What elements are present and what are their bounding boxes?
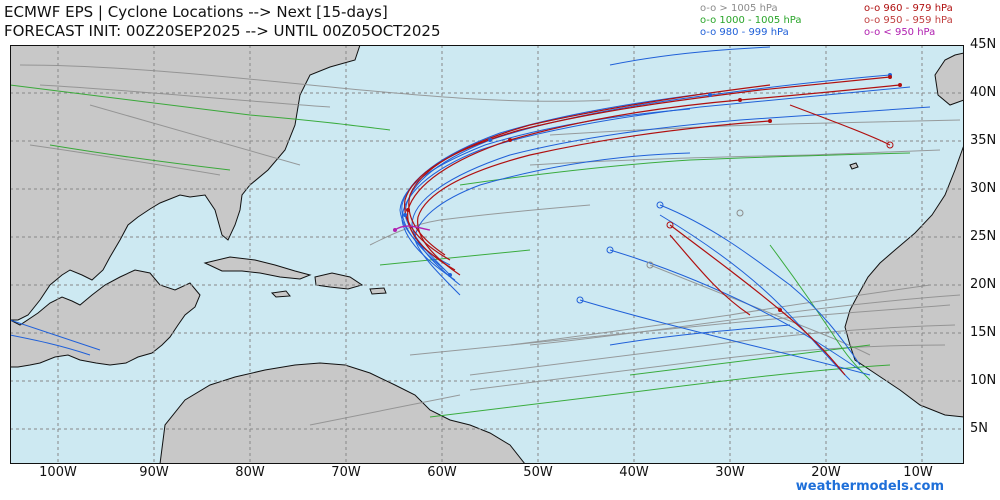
land-puerto-rico (369, 287, 387, 295)
lon-label-100w: 100W (39, 465, 77, 480)
legend-item-lt-950: o-o < 950 hPa (864, 27, 936, 38)
lon-label-60w: 60W (427, 465, 457, 480)
map-subtitle: FORECAST INIT: 00Z20SEP2025 --> UNTIL 00… (4, 22, 441, 40)
lat-label-40n: 40N (970, 85, 997, 100)
land-iberia (934, 45, 964, 106)
legend-item-960-979: o-o 960 - 979 hPa (864, 3, 953, 14)
lon-label-30w: 30W (715, 465, 745, 480)
lon-label-90w: 90W (139, 465, 169, 480)
map-frame (10, 45, 964, 464)
lat-label-35n: 35N (970, 133, 997, 148)
lat-label-10n: 10N (970, 373, 997, 388)
lat-label-20n: 20N (970, 277, 997, 292)
credit-link[interactable]: weathermodels.com (795, 479, 944, 494)
lon-label-80w: 80W (235, 465, 265, 480)
lon-label-40w: 40W (619, 465, 649, 480)
lat-label-25n: 25N (970, 229, 997, 244)
track-markers (393, 73, 902, 312)
lat-label-30n: 30N (970, 181, 997, 196)
cyclone-track-map (10, 45, 964, 464)
land-jamaica (270, 290, 291, 298)
land-north-america (10, 45, 361, 321)
land-azores (849, 162, 859, 170)
land-south-america (159, 362, 526, 464)
legend-item-950-959: o-o 950 - 959 hPa (864, 15, 953, 26)
graticule (10, 45, 964, 464)
tracks-lt-950 (394, 225, 431, 231)
legend-item-1000-1005: o-o 1000 - 1005 hPa (700, 15, 802, 26)
land-africa (844, 144, 964, 418)
land-cuba (203, 256, 312, 280)
lon-label-10w: 10W (903, 465, 933, 480)
land-central-america (10, 269, 201, 368)
legend-item-gt-1005: o-o > 1005 hPa (700, 3, 778, 14)
lat-label-5n: 5N (970, 421, 988, 436)
tracks-1000-1005 (10, 84, 911, 418)
lat-label-15n: 15N (970, 325, 997, 340)
lat-label-45n: 45N (970, 37, 997, 52)
tracks-960-979 (403, 76, 901, 376)
tracks-gt-1005 (19, 64, 961, 426)
map-title: ECMWF EPS | Cyclone Locations --> Next [… (4, 3, 388, 21)
legend-item-980-999: o-o 980 - 999 hPa (700, 27, 789, 38)
lon-label-50w: 50W (523, 465, 553, 480)
lon-label-20w: 20W (811, 465, 841, 480)
lon-label-70w: 70W (331, 465, 361, 480)
